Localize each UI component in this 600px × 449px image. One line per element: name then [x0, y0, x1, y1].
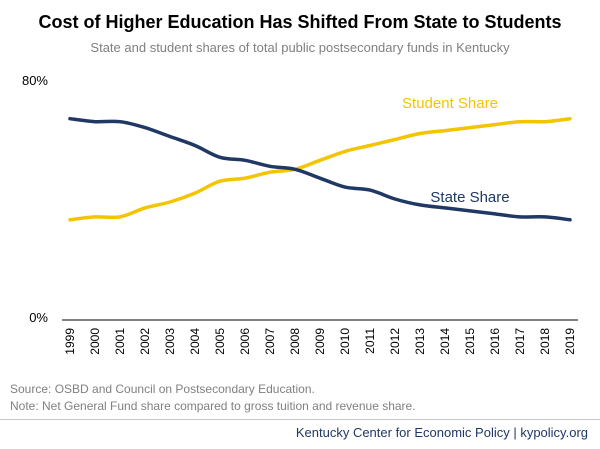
x-tick-label-2010: 2010 [338, 328, 352, 355]
x-tick-label-2001: 2001 [113, 328, 127, 355]
state-share-line [68, 116, 572, 222]
state-share-label: State Share [430, 189, 509, 206]
x-tick-label-2008: 2008 [288, 328, 302, 355]
x-tick-label-2014: 2014 [438, 328, 452, 355]
source-note: Source: OSBD and Council on Postsecondar… [10, 382, 315, 396]
x-tick-label-2007: 2007 [263, 328, 277, 355]
x-tick-label-2002: 2002 [138, 328, 152, 355]
x-tick-label-2006: 2006 [238, 328, 252, 355]
x-tick-label-2009: 2009 [313, 328, 327, 355]
x-tick-label-2000: 2000 [88, 328, 102, 355]
x-tick-label-2019: 2019 [563, 328, 577, 355]
x-tick-label-2018: 2018 [538, 328, 552, 355]
x-tick-label-1999: 1999 [63, 328, 77, 355]
y-tick-label-max: 80% [22, 73, 48, 88]
x-tick-label-2003: 2003 [163, 328, 177, 355]
credit-line: Kentucky Center for Economic Policy | ky… [295, 425, 588, 440]
x-tick-label-2015: 2015 [463, 328, 477, 355]
footer-divider [0, 419, 600, 420]
chart-title: Cost of Higher Education Has Shifted Fro… [38, 12, 562, 32]
x-tick-label-2011: 2011 [363, 328, 377, 354]
x-tick-label-2004: 2004 [188, 328, 202, 355]
student-share-label: Student Share [402, 95, 498, 112]
y-tick-label-min: 0% [29, 310, 48, 325]
x-tick-label-2013: 2013 [413, 328, 427, 355]
x-tick-label-2012: 2012 [388, 328, 402, 355]
chart-subtitle: State and student shares of total public… [90, 40, 510, 55]
x-tick-label-2016: 2016 [488, 328, 502, 355]
x-tick-label-2005: 2005 [213, 328, 227, 355]
student-share-line [68, 116, 572, 222]
x-tick-label-2017: 2017 [513, 328, 527, 355]
method-note: Note: Net General Fund share compared to… [10, 399, 416, 413]
